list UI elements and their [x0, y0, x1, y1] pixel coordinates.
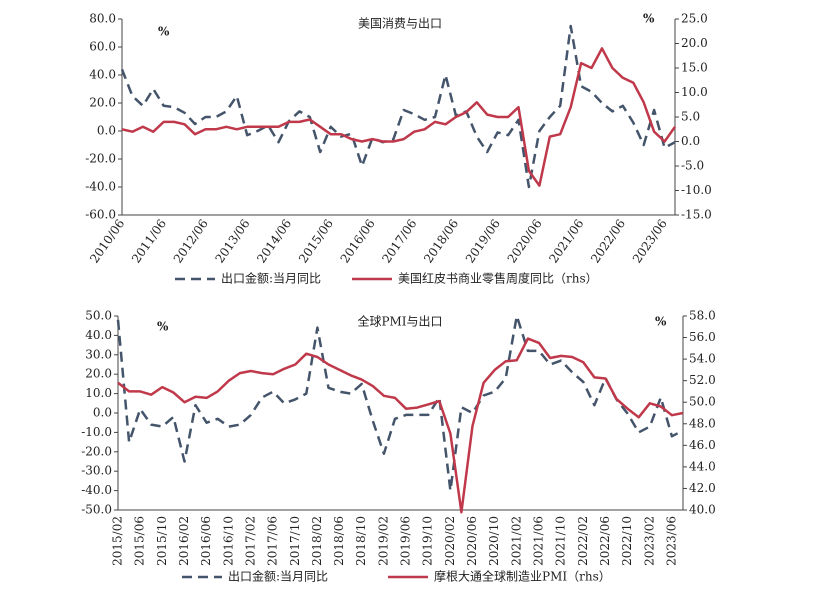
y-tick-label: -50.0 [81, 503, 112, 517]
y-tick-label: -40.0 [81, 483, 112, 497]
y-tick-label: -10.0 [681, 183, 712, 197]
x-tick-label: 2012/06 [171, 217, 211, 266]
y-tick-label: 10.0 [85, 386, 112, 400]
x-tick-label: 2010/06 [87, 217, 127, 266]
x-tick-label: 2014/06 [254, 217, 294, 266]
y-tick-label: -40.0 [85, 180, 116, 194]
y-unit: % [158, 25, 170, 39]
y-tick-label: 50.0 [85, 309, 112, 323]
y-tick-label: 46.0 [689, 438, 716, 452]
x-tick-label: 2022/06 [598, 516, 612, 566]
x-tick-label: 2016/02 [177, 516, 191, 566]
x-tick-label: 2013/06 [212, 217, 252, 266]
x-tick-label: 2017/10 [288, 516, 302, 566]
x-tick-label: 2019/06 [463, 217, 503, 266]
y-tick-label: 40.0 [85, 328, 112, 342]
x-tick-label: 2016/06 [199, 516, 213, 566]
x-tick-label: 2017/02 [243, 516, 257, 566]
x-tick-label: 2015/10 [155, 516, 169, 566]
legend-label: 摩根大通全球制造业PMI（rhs） [434, 569, 611, 584]
x-tick-label: 2016/10 [221, 516, 235, 566]
series-line [120, 24, 676, 189]
y-tick-label: 0.0 [681, 134, 700, 148]
y-tick-label: 20.0 [89, 96, 116, 110]
y-tick-label: -30.0 [81, 464, 112, 478]
legend-label: 出口金额:当月同比 [228, 569, 328, 584]
legend-label: 美国红皮书商业零售周度同比（rhs） [398, 271, 598, 286]
x-tick-label: 2018/06 [332, 516, 346, 566]
x-tick-label: 2021/02 [509, 516, 523, 566]
y-tick-label: 40.0 [689, 503, 716, 517]
x-tick-label: 2015/06 [296, 217, 336, 266]
y-tick-label: 5.0 [681, 110, 700, 124]
x-tick-label: 2023/02 [642, 516, 656, 566]
x-tick-label: 2019/02 [376, 516, 390, 566]
x-tick-label: 2018/10 [354, 516, 368, 566]
y-tick-label: 80.0 [89, 12, 116, 26]
y-tick-label: 56.0 [689, 330, 716, 344]
y-tick-label: 40.0 [89, 68, 116, 82]
series-line [116, 314, 684, 492]
x-tick-label: 2021/06 [546, 217, 586, 266]
x-tick-label: 2019/06 [399, 516, 413, 566]
x-tick-label: 2019/10 [421, 516, 435, 566]
x-tick-label: 2017/06 [379, 217, 419, 266]
x-tick-label: 2021/06 [531, 516, 545, 566]
x-tick-label: 2023/06 [630, 217, 670, 266]
x-tick-label: 2016/06 [338, 217, 378, 266]
y-tick-label: -60.0 [85, 208, 116, 222]
x-tick-label: 2020/06 [465, 516, 479, 566]
x-tick-label: 2017/06 [266, 516, 280, 566]
series-line [117, 337, 684, 514]
x-tick-label: 2021/10 [554, 516, 568, 566]
chart-title: 全球PMI与出口 [357, 314, 442, 329]
y-tick-label: 20.0 [85, 367, 112, 381]
y-tick-label: 25.0 [681, 12, 708, 26]
y-tick-label: -20.0 [85, 152, 116, 166]
y-tick-label: -5.0 [681, 159, 704, 173]
y-tick-label: 42.0 [689, 481, 716, 495]
x-tick-label: 2022/10 [620, 516, 634, 566]
y-tick-label: -15.0 [681, 208, 712, 222]
y-tick-label: 0.0 [93, 406, 112, 420]
y-tick-label: 30.0 [85, 347, 112, 361]
series-line [121, 47, 677, 187]
y-tick-label: -10.0 [81, 425, 112, 439]
y-tick-label: 44.0 [689, 459, 716, 473]
x-tick-label: 2018/02 [310, 516, 324, 566]
x-tick-label: 2020/10 [487, 516, 501, 566]
y-tick-label: 52.0 [689, 373, 716, 387]
chart-title: 美国消费与出口 [358, 17, 442, 31]
y2-unit: % [643, 12, 655, 26]
x-tick-label: 2015/06 [133, 516, 147, 566]
x-tick-label: 2022/06 [588, 217, 628, 266]
x-tick-label: 2015/02 [111, 516, 125, 566]
x-tick-label: 2020/02 [443, 516, 457, 566]
x-tick-label: 2023/06 [664, 516, 678, 566]
y-tick-label: 20.0 [681, 36, 708, 50]
y-tick-label: 0.0 [97, 124, 116, 138]
y-tick-label: 54.0 [689, 352, 716, 366]
legend-label: 出口金额:当月同比 [221, 271, 321, 286]
y-tick-label: 15.0 [681, 61, 708, 75]
x-tick-label: 2020/06 [505, 217, 545, 266]
y-tick-label: 48.0 [689, 416, 716, 430]
y-tick-label: 10.0 [681, 85, 708, 99]
y-tick-label: 60.0 [89, 40, 116, 54]
x-tick-label: 2022/02 [576, 516, 590, 566]
y-tick-label: 50.0 [689, 395, 716, 409]
x-tick-label: 2018/06 [421, 217, 461, 266]
y2-unit: % [655, 315, 667, 329]
x-tick-label: 2011/06 [129, 217, 169, 266]
y-tick-label: 58.0 [689, 309, 716, 323]
y-unit: % [157, 320, 169, 334]
y-tick-label: -20.0 [81, 444, 112, 458]
